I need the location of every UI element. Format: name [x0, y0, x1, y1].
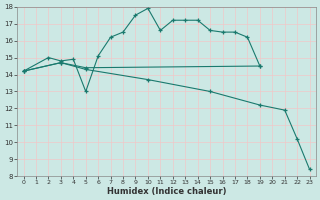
X-axis label: Humidex (Indice chaleur): Humidex (Indice chaleur) — [107, 187, 226, 196]
